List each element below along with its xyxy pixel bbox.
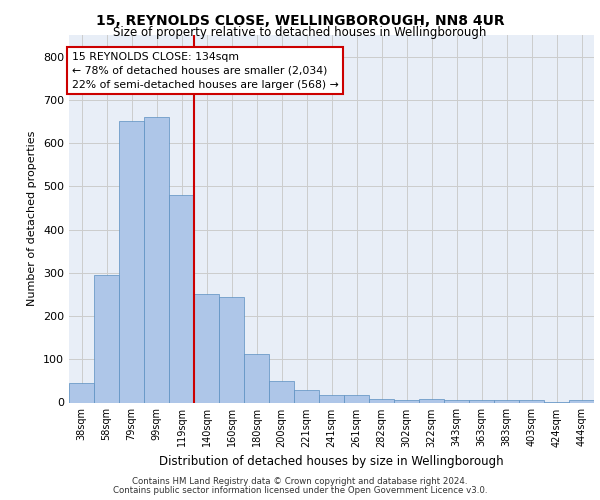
Bar (444, 400, 469, 402)
Bar (169, 195, 194, 402)
Bar (69, 383, 94, 402)
Bar (194, 294, 219, 403)
Bar (519, 400, 544, 402)
Bar (569, 400, 594, 402)
Text: Contains HM Land Registry data © Crown copyright and database right 2024.: Contains HM Land Registry data © Crown c… (132, 477, 468, 486)
Bar (94, 275, 119, 402)
Bar (319, 395, 344, 402)
Bar (219, 296, 244, 403)
Text: 15 REYNOLDS CLOSE: 134sqm
← 78% of detached houses are smaller (2,034)
22% of se: 15 REYNOLDS CLOSE: 134sqm ← 78% of detac… (71, 52, 338, 90)
Bar (494, 400, 519, 402)
Bar (344, 395, 369, 402)
Bar (244, 354, 269, 403)
Bar (294, 390, 319, 402)
Bar (144, 117, 169, 403)
Bar (394, 400, 419, 402)
Bar (469, 400, 494, 402)
Text: 15, REYNOLDS CLOSE, WELLINGBOROUGH, NN8 4UR: 15, REYNOLDS CLOSE, WELLINGBOROUGH, NN8 … (95, 14, 505, 28)
Bar (119, 122, 144, 402)
X-axis label: Distribution of detached houses by size in Wellingborough: Distribution of detached houses by size … (159, 455, 504, 468)
Y-axis label: Number of detached properties: Number of detached properties (28, 131, 37, 306)
Text: Size of property relative to detached houses in Wellingborough: Size of property relative to detached ho… (113, 26, 487, 39)
Bar (369, 399, 394, 402)
Bar (419, 399, 444, 402)
Bar (269, 381, 294, 402)
Text: Contains public sector information licensed under the Open Government Licence v3: Contains public sector information licen… (113, 486, 487, 495)
